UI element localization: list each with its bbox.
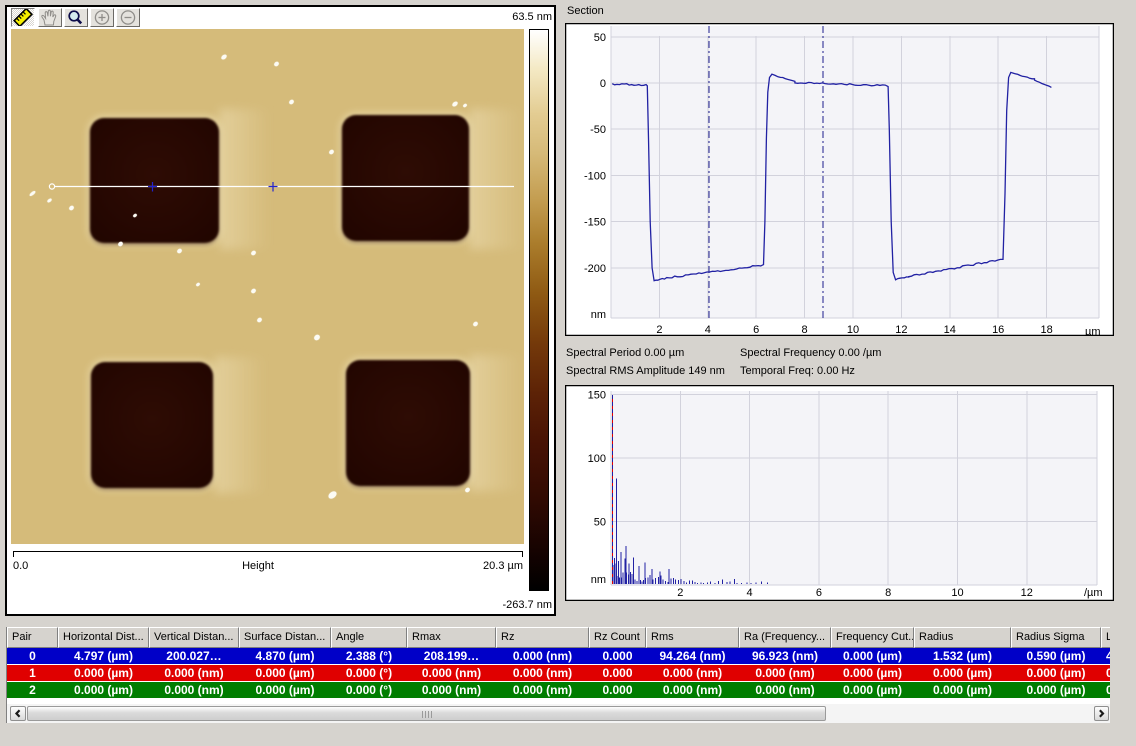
svg-text:2: 2 xyxy=(677,587,683,599)
svg-text:-150: -150 xyxy=(584,217,606,229)
svg-text:10: 10 xyxy=(847,324,859,336)
svg-text:6: 6 xyxy=(753,324,759,336)
svg-text:0: 0 xyxy=(600,78,606,90)
svg-text:50: 50 xyxy=(594,32,606,44)
svg-text:-50: -50 xyxy=(590,124,606,136)
svg-text:16: 16 xyxy=(992,324,1004,336)
svg-text:/µm: /µm xyxy=(1084,587,1103,599)
svg-text:nm: nm xyxy=(591,574,606,586)
svg-text:-100: -100 xyxy=(584,170,606,182)
svg-text:8: 8 xyxy=(802,324,808,336)
svg-text:µm: µm xyxy=(1085,326,1101,336)
svg-text:nm: nm xyxy=(591,309,606,321)
svg-text:12: 12 xyxy=(1021,587,1033,599)
svg-text:6: 6 xyxy=(816,587,822,599)
svg-text:18: 18 xyxy=(1040,324,1052,336)
svg-text:4: 4 xyxy=(705,324,711,336)
svg-text:4: 4 xyxy=(747,587,753,599)
svg-text:2: 2 xyxy=(656,324,662,336)
svg-text:8: 8 xyxy=(885,587,891,599)
svg-text:10: 10 xyxy=(951,587,963,599)
svg-text:14: 14 xyxy=(944,324,956,336)
svg-text:100: 100 xyxy=(588,453,606,465)
svg-text:50: 50 xyxy=(594,517,606,529)
svg-text:150: 150 xyxy=(588,390,606,402)
svg-text:-200: -200 xyxy=(584,263,606,275)
svg-text:12: 12 xyxy=(895,324,907,336)
